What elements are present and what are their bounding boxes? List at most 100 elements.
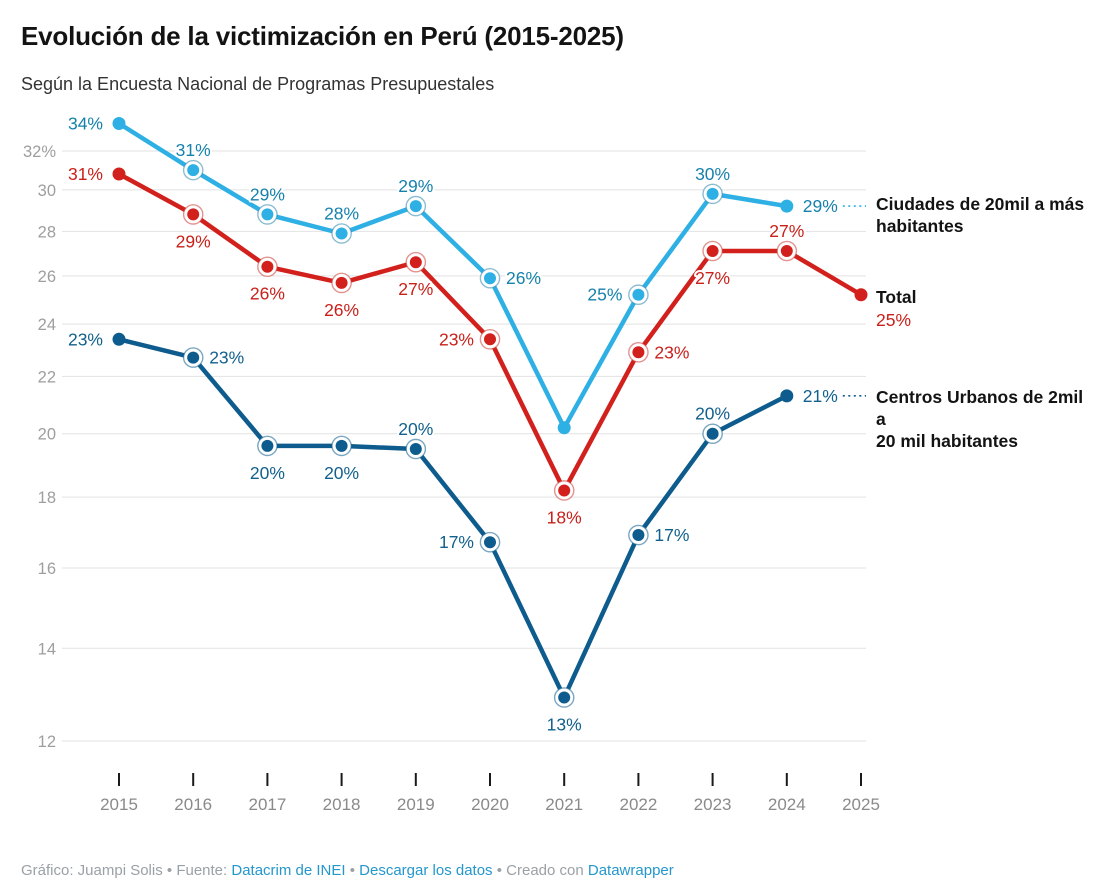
series-line-0 bbox=[116, 121, 790, 431]
point-2-2020 bbox=[484, 536, 496, 549]
value-label-2-2017: 20% bbox=[250, 463, 285, 483]
footer-text: Gráfico: Juampi Solis bbox=[21, 862, 163, 879]
x-axis-label-2025: 2025 bbox=[842, 795, 880, 814]
footer-link[interactable]: Datawrapper bbox=[587, 862, 674, 879]
legend-ciudades: Ciudades de 20mil a más habitantes bbox=[876, 193, 1091, 237]
x-axis-label-2021: 2021 bbox=[545, 795, 583, 814]
point-0-2016 bbox=[187, 164, 200, 177]
x-axis-label-2023: 2023 bbox=[694, 795, 732, 814]
value-label-2-2024: 21% bbox=[803, 386, 838, 406]
value-label-1-2019: 27% bbox=[398, 279, 433, 299]
point-1-2023 bbox=[706, 245, 719, 258]
x-tick-2022 bbox=[637, 773, 640, 786]
y-axis-label-12: 12 bbox=[38, 733, 56, 751]
point-0-2015 bbox=[112, 116, 126, 130]
legend-total: Total 25% bbox=[876, 286, 1091, 331]
value-label-1-2022: 23% bbox=[654, 342, 689, 362]
point-1-2021 bbox=[558, 484, 571, 497]
value-label-1-2020: 23% bbox=[439, 329, 474, 349]
value-label-2-2023: 20% bbox=[695, 404, 730, 424]
x-tick-2019 bbox=[414, 773, 417, 786]
point-1-2017 bbox=[261, 260, 274, 273]
y-axis-label-24: 24 bbox=[38, 316, 56, 334]
point-1-2022 bbox=[632, 346, 645, 359]
value-label-2-2018: 20% bbox=[324, 463, 359, 483]
x-axis-label-2024: 2024 bbox=[768, 795, 806, 814]
y-axis-label-22: 22 bbox=[38, 368, 56, 386]
x-axis-label-2017: 2017 bbox=[248, 795, 286, 814]
value-label-0-2017: 29% bbox=[250, 184, 285, 204]
value-label-2-2016: 23% bbox=[209, 348, 244, 368]
point-1-2015 bbox=[112, 167, 126, 181]
value-label-2-2022: 17% bbox=[654, 525, 689, 545]
y-axis-label-20: 20 bbox=[38, 426, 56, 444]
point-0-2017 bbox=[261, 208, 274, 221]
x-tick-2021 bbox=[563, 773, 566, 786]
point-2-2021 bbox=[558, 691, 571, 704]
x-tick-2015 bbox=[118, 773, 120, 786]
point-0-2022 bbox=[632, 288, 645, 301]
point-0-2019 bbox=[409, 200, 422, 213]
value-label-2-2019: 20% bbox=[398, 419, 433, 439]
point-1-2025 bbox=[854, 288, 868, 302]
footer-text: • bbox=[492, 862, 507, 879]
legend-line: Centros Urbanos de 2mil a bbox=[876, 387, 1084, 429]
y-axis-label-14: 14 bbox=[38, 640, 56, 658]
value-label-1-2017: 26% bbox=[250, 284, 285, 304]
value-label-1-2016: 29% bbox=[176, 231, 211, 251]
point-0-2024 bbox=[780, 199, 794, 213]
series-line-2 bbox=[116, 337, 790, 700]
x-tick-2025 bbox=[860, 773, 862, 786]
point-0-2023 bbox=[706, 187, 719, 200]
value-label-2-2020: 17% bbox=[439, 532, 474, 552]
y-axis-label-16: 16 bbox=[38, 560, 56, 578]
legend-line: Total bbox=[876, 287, 917, 307]
value-label-1-2021: 18% bbox=[547, 507, 582, 527]
x-axis-label-2015: 2015 bbox=[100, 795, 138, 814]
value-label-2-2021: 13% bbox=[547, 714, 582, 734]
value-label-1-2024: 27% bbox=[769, 221, 804, 241]
y-axis-label-28: 28 bbox=[38, 223, 56, 241]
value-label-0-2022: 25% bbox=[587, 285, 622, 305]
x-tick-2023 bbox=[711, 773, 714, 786]
legend-line: 20 mil habitantes bbox=[876, 431, 1018, 451]
point-2-2024 bbox=[780, 389, 794, 403]
point-1-2019 bbox=[409, 256, 422, 269]
legend-total-value: 25% bbox=[876, 310, 912, 330]
footer-link[interactable]: Datacrim de INEI bbox=[231, 862, 346, 879]
point-2-2018 bbox=[335, 439, 348, 452]
point-2-2015 bbox=[112, 332, 126, 346]
footer-text: • bbox=[345, 862, 360, 879]
footer-text: • bbox=[162, 862, 177, 879]
y-axis-label-18: 18 bbox=[38, 489, 56, 507]
point-0-2021 bbox=[557, 421, 571, 435]
x-axis-label-2020: 2020 bbox=[471, 795, 509, 814]
value-label-0-2023: 30% bbox=[695, 164, 730, 184]
point-1-2024 bbox=[780, 245, 793, 258]
value-label-2-2015: 23% bbox=[68, 329, 103, 349]
footer-text: Creado con bbox=[506, 862, 588, 879]
point-2-2019 bbox=[409, 442, 422, 455]
value-label-1-2015: 31% bbox=[68, 164, 103, 184]
legend-ciudades-label: Ciudades de 20mil a más habitantes bbox=[876, 193, 1091, 237]
y-axis-label-32: 32% bbox=[23, 143, 56, 161]
value-label-1-2018: 26% bbox=[324, 300, 359, 320]
value-label-0-2016: 31% bbox=[176, 140, 211, 160]
x-axis-label-2016: 2016 bbox=[174, 795, 212, 814]
value-label-1-2023: 27% bbox=[695, 268, 730, 288]
x-tick-2017 bbox=[266, 773, 269, 786]
x-tick-2020 bbox=[489, 773, 491, 786]
footer-link[interactable]: Descargar los datos bbox=[359, 862, 493, 879]
chart-title: Evolución de la victimización en Perú (2… bbox=[21, 21, 624, 51]
value-label-0-2015: 34% bbox=[68, 113, 103, 133]
value-label-0-2019: 29% bbox=[398, 176, 433, 196]
point-2-2016 bbox=[187, 351, 200, 364]
value-label-0-2018: 28% bbox=[324, 204, 359, 224]
point-1-2018 bbox=[335, 276, 348, 289]
point-2-2022 bbox=[632, 529, 645, 542]
value-label-0-2024: 29% bbox=[803, 196, 838, 216]
value-label-0-2020: 26% bbox=[506, 268, 541, 288]
legend-total-label: Total bbox=[876, 286, 1091, 308]
legend-centros-label: Centros Urbanos de 2mil a 20 mil habitant… bbox=[876, 386, 1091, 452]
